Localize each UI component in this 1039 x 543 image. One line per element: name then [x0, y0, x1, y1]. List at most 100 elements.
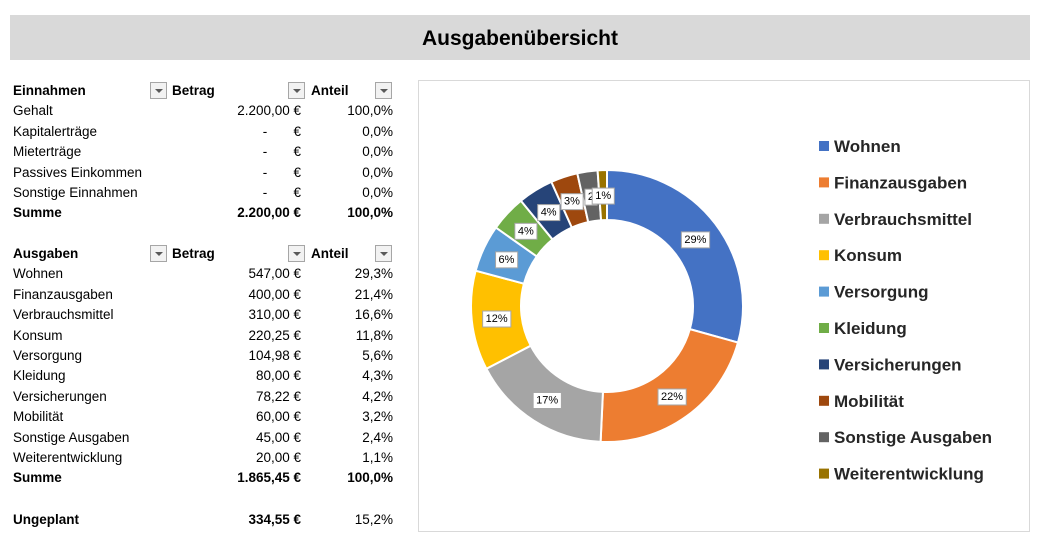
total-amount: 2.200,00 € [237, 205, 301, 221]
row-label: Mobilität [13, 409, 64, 425]
filter-button[interactable] [375, 245, 392, 262]
legend-label: Finanzausgaben [834, 173, 967, 192]
row-amount: 60,00 € [255, 409, 301, 425]
data-label-box [591, 187, 615, 205]
data-label-box [560, 193, 584, 211]
legend-swatch [819, 323, 829, 333]
row-label: Gehalt [13, 103, 53, 119]
legend-label: Weiterentwicklung [834, 465, 984, 484]
total-share: 100,0% [347, 470, 393, 486]
row-label: Finanzausgaben [13, 286, 113, 302]
unplanned-label: Ungeplant [13, 512, 79, 527]
row-share: 16,6% [354, 307, 393, 323]
legend-label: Mobilität [834, 392, 904, 411]
row-label: Mieterträge [13, 144, 82, 160]
filter-button[interactable] [288, 82, 305, 99]
row-amount: 2.200,00 € [237, 103, 301, 119]
filter-button[interactable] [150, 82, 167, 99]
row-share: 4,2% [362, 388, 393, 404]
legend-swatch [819, 468, 829, 479]
column-header: Einnahmen [13, 83, 86, 98]
row-label: Konsum [13, 327, 63, 343]
legend-swatch [819, 213, 829, 224]
row-amount: 78,22 € [255, 388, 301, 404]
row-label: Versorgung [13, 348, 83, 363]
data-label: 29% [684, 234, 706, 246]
data-label-box [680, 231, 711, 249]
row-label: Kleidung [13, 368, 66, 384]
legend-label: Konsum [834, 246, 902, 265]
row-share: 0,0% [362, 164, 393, 180]
legend-label: Sonstige Ausgaben [834, 428, 992, 447]
row-amount: 80,00 € [255, 368, 301, 384]
data-label-box [482, 310, 512, 328]
chart-area: 29% 22% 17% 12% 6% 4% 4% 3% 2 1% Wohnen Finanzausga… [418, 80, 1030, 532]
total-share: 100,0% [347, 205, 393, 221]
row-amount: 20,00 € [255, 450, 301, 465]
data-label: 1% [595, 190, 611, 202]
filter-button[interactable] [375, 82, 392, 99]
title-bar: Ausgabenübersicht [10, 15, 1030, 60]
data-label-box [495, 251, 519, 269]
row-share: 5,6% [362, 348, 393, 363]
row-share: 29,3% [354, 266, 393, 282]
row-label: Wohnen [13, 266, 64, 282]
donut-segment [599, 327, 740, 443]
row-label: Verbrauchsmittel [13, 307, 114, 323]
legend-label: Wohnen [834, 137, 901, 156]
column-header: Anteil [311, 246, 349, 261]
row-amount: - € [262, 123, 301, 139]
legend-swatch [819, 141, 829, 151]
legend-swatch [819, 286, 829, 297]
column-header: Anteil [311, 83, 349, 98]
total-amount: 1.865,45 € [237, 470, 301, 486]
data-label: 22% [661, 391, 683, 403]
row-label: Passives Einkommen [13, 164, 143, 180]
filter-button[interactable] [288, 245, 305, 262]
chart: 29% 22% 17% 12% 6% 4% 4% 3% 2 1% Wohnen Finanzausga… [470, 137, 992, 484]
data-label: 6% [499, 254, 515, 266]
row-share: 0,0% [362, 185, 393, 200]
legend-swatch [819, 250, 829, 261]
row-label: Sonstige Ausgaben [13, 429, 130, 445]
legend-label: Kleidung [834, 319, 907, 338]
row-amount: 400,00 € [248, 286, 301, 302]
row-label: Weiterentwicklung [13, 450, 123, 465]
filter-button[interactable] [150, 245, 167, 262]
data-label: 4% [518, 225, 534, 237]
row-label: Sonstige Einnahmen [13, 185, 138, 200]
data-label: 2 [588, 191, 594, 203]
row-share: 4,3% [362, 368, 393, 384]
row-amount: 45,00 € [255, 429, 301, 445]
row-label: Kapitalerträge [13, 123, 98, 139]
data-label-box [532, 391, 562, 409]
data-label: 17% [536, 394, 558, 406]
row-share: 11,8% [355, 327, 393, 343]
row-amount: 104,98 € [248, 348, 301, 363]
legend-label: Versorgung [834, 283, 928, 302]
column-header: Betrag [172, 83, 215, 98]
row-amount: - € [262, 185, 301, 200]
data-label-box [657, 388, 687, 406]
row-share: 3,2% [362, 409, 393, 425]
data-label: 3% [564, 196, 580, 208]
row-amount: 547,00 € [248, 266, 301, 282]
data-label-box [514, 222, 538, 240]
legend-swatch [819, 432, 829, 443]
row-amount: - € [262, 144, 301, 160]
total-label: Summe [13, 470, 62, 486]
row-amount: 310,00 € [248, 307, 301, 323]
title: Ausgabenübersicht [421, 27, 619, 50]
column-header: Betrag [172, 246, 215, 261]
row-amount: 220,25 € [248, 327, 301, 343]
unplanned-amount: 334,55 € [248, 512, 301, 527]
legend-swatch [819, 359, 829, 370]
legend-label: Verbrauchsmittel [834, 210, 972, 229]
legend-swatch [819, 177, 829, 188]
data-label-box [537, 204, 561, 222]
legend-label: Versicherungen [834, 355, 962, 374]
donut-segment [606, 168, 744, 344]
row-share: 2,4% [362, 429, 393, 445]
total-label: Summe [13, 205, 62, 221]
